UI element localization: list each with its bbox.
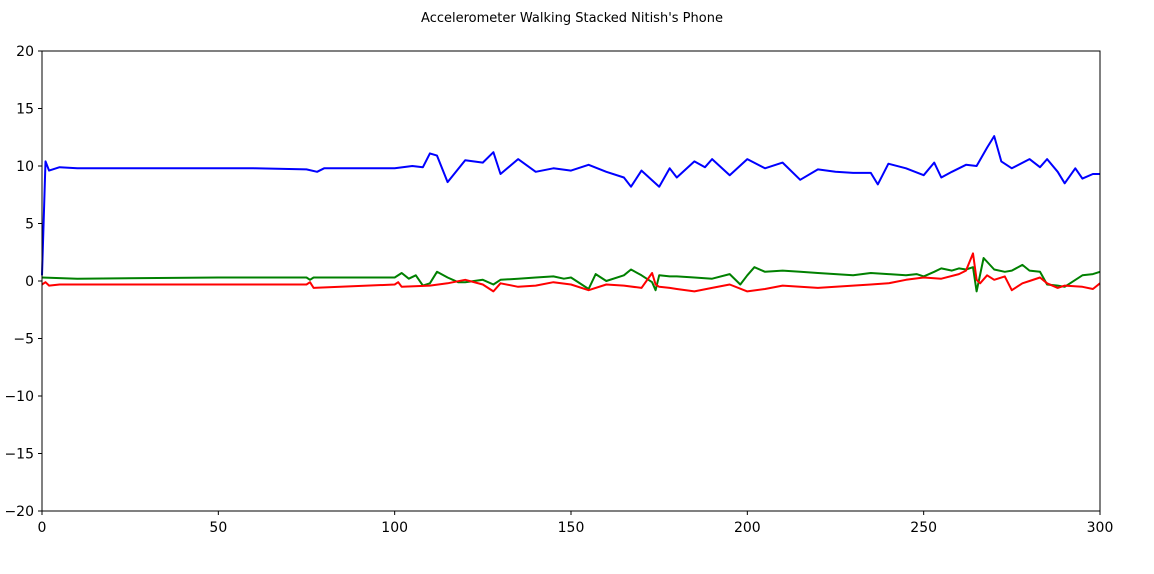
x-tick-label: 300 xyxy=(1087,520,1114,536)
chart-title: Accelerometer Walking Stacked Nitish's P… xyxy=(421,11,723,26)
y-tick-label: 20 xyxy=(16,44,34,60)
y-tick-label: 5 xyxy=(25,217,34,233)
series-line-green xyxy=(41,257,1101,293)
y-axis: 20 15 10 5 0 −5 −10 −15 −20 xyxy=(4,44,42,520)
y-tick-label: 10 xyxy=(16,159,34,175)
series-line-red xyxy=(41,252,1101,293)
x-tick-label: 200 xyxy=(734,520,761,536)
y-tick-label: 0 xyxy=(25,274,34,290)
y-tick-label: 15 xyxy=(16,102,34,118)
x-axis: 0 50 100 150 200 250 300 xyxy=(38,511,1114,536)
x-tick-label: 100 xyxy=(381,520,408,536)
x-tick-label: 0 xyxy=(38,520,47,536)
series-line-blue xyxy=(41,135,1100,276)
y-tick-label: −20 xyxy=(4,504,34,520)
y-tick-label: −15 xyxy=(4,447,34,463)
x-tick-label: 150 xyxy=(558,520,585,536)
y-tick-label: −10 xyxy=(4,389,34,405)
y-tick-label: −5 xyxy=(13,332,34,348)
x-tick-label: 250 xyxy=(910,520,937,536)
plot-frame xyxy=(41,50,1101,512)
series-layer xyxy=(41,135,1101,293)
x-tick-label: 50 xyxy=(209,520,227,536)
